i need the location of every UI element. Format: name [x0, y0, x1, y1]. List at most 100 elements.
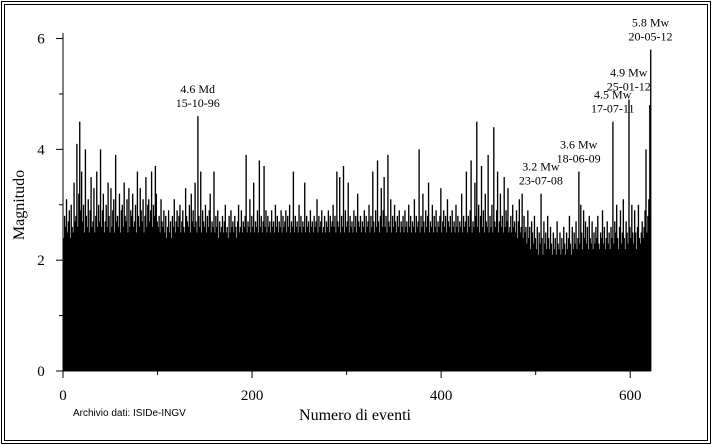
bar [125, 221, 127, 371]
bar [487, 154, 489, 371]
bar [170, 238, 173, 371]
bar [573, 232, 575, 371]
bar [235, 226, 237, 371]
annotation-text: 18-06-09 [557, 152, 601, 166]
bar [475, 215, 477, 371]
bar [575, 221, 577, 371]
x-tick-label: 200 [241, 388, 264, 404]
bar [582, 210, 585, 371]
bar [132, 226, 135, 371]
bar [531, 232, 534, 371]
bar [441, 232, 443, 371]
bar [72, 232, 74, 371]
bar [583, 238, 586, 371]
bar [374, 232, 376, 371]
bar [564, 254, 567, 371]
bar [384, 226, 386, 371]
bar [199, 226, 201, 371]
bar [378, 232, 381, 371]
bar [512, 204, 514, 371]
bar [490, 226, 492, 371]
bar [227, 238, 229, 371]
bar [76, 143, 78, 371]
bar [596, 238, 598, 371]
bar [524, 232, 526, 371]
bar [78, 193, 80, 371]
bar [282, 215, 284, 371]
inner-frame [4, 4, 708, 441]
bar [556, 221, 558, 371]
bar [545, 232, 547, 371]
bar [621, 232, 624, 371]
bar [416, 226, 418, 371]
bar [350, 226, 352, 371]
bar [358, 226, 361, 371]
bar [305, 232, 307, 371]
bar [435, 210, 437, 371]
bar [240, 210, 243, 371]
bar [589, 238, 591, 371]
bar [64, 226, 67, 371]
bar [336, 171, 338, 371]
bar [263, 165, 265, 371]
bar [633, 210, 636, 371]
bar [97, 226, 99, 371]
bar [629, 226, 631, 371]
bar [144, 215, 146, 371]
bar [105, 204, 107, 371]
bar [559, 232, 561, 371]
bar [187, 226, 190, 371]
annotation-text: 3.6 Mw [560, 138, 598, 152]
bar [294, 215, 296, 371]
bar [372, 171, 374, 371]
y-tick-label: 2 [37, 253, 45, 269]
bar [172, 226, 175, 371]
bar [309, 210, 312, 371]
annotation-text: 4.6 Md [180, 82, 215, 96]
bar [496, 171, 499, 371]
bar [93, 188, 95, 371]
bar [149, 210, 152, 371]
bar [436, 232, 438, 371]
bar [495, 226, 497, 371]
bar [593, 232, 595, 371]
bar [314, 226, 316, 371]
bar [423, 221, 425, 371]
bar [394, 221, 397, 371]
y-tick-label: 4 [37, 142, 45, 158]
bar [466, 232, 469, 371]
bar [352, 232, 354, 371]
bar [389, 226, 391, 371]
bar [262, 221, 264, 371]
bar [219, 232, 222, 371]
bar [495, 210, 498, 371]
bar [337, 221, 339, 371]
bar [453, 221, 455, 371]
bar [536, 226, 538, 371]
bar [192, 210, 194, 371]
bar [292, 171, 295, 371]
bar [108, 215, 110, 371]
bar [546, 249, 548, 371]
bar [374, 210, 377, 371]
bar [503, 177, 505, 371]
bar [420, 215, 422, 371]
bar [579, 243, 581, 371]
bar [488, 232, 490, 371]
bar [391, 215, 394, 371]
annotation-text: 3.2 Mw [522, 160, 560, 174]
bar [464, 221, 467, 371]
bar [351, 221, 353, 371]
bar [154, 165, 157, 371]
bar [534, 238, 537, 371]
bar [373, 221, 375, 371]
bar [607, 243, 609, 371]
bar [600, 238, 603, 371]
bar [99, 149, 102, 371]
bar [611, 238, 613, 371]
bar [248, 226, 250, 371]
bar [366, 226, 368, 371]
bar [407, 232, 409, 371]
bar [650, 49, 652, 371]
bar [75, 215, 77, 371]
